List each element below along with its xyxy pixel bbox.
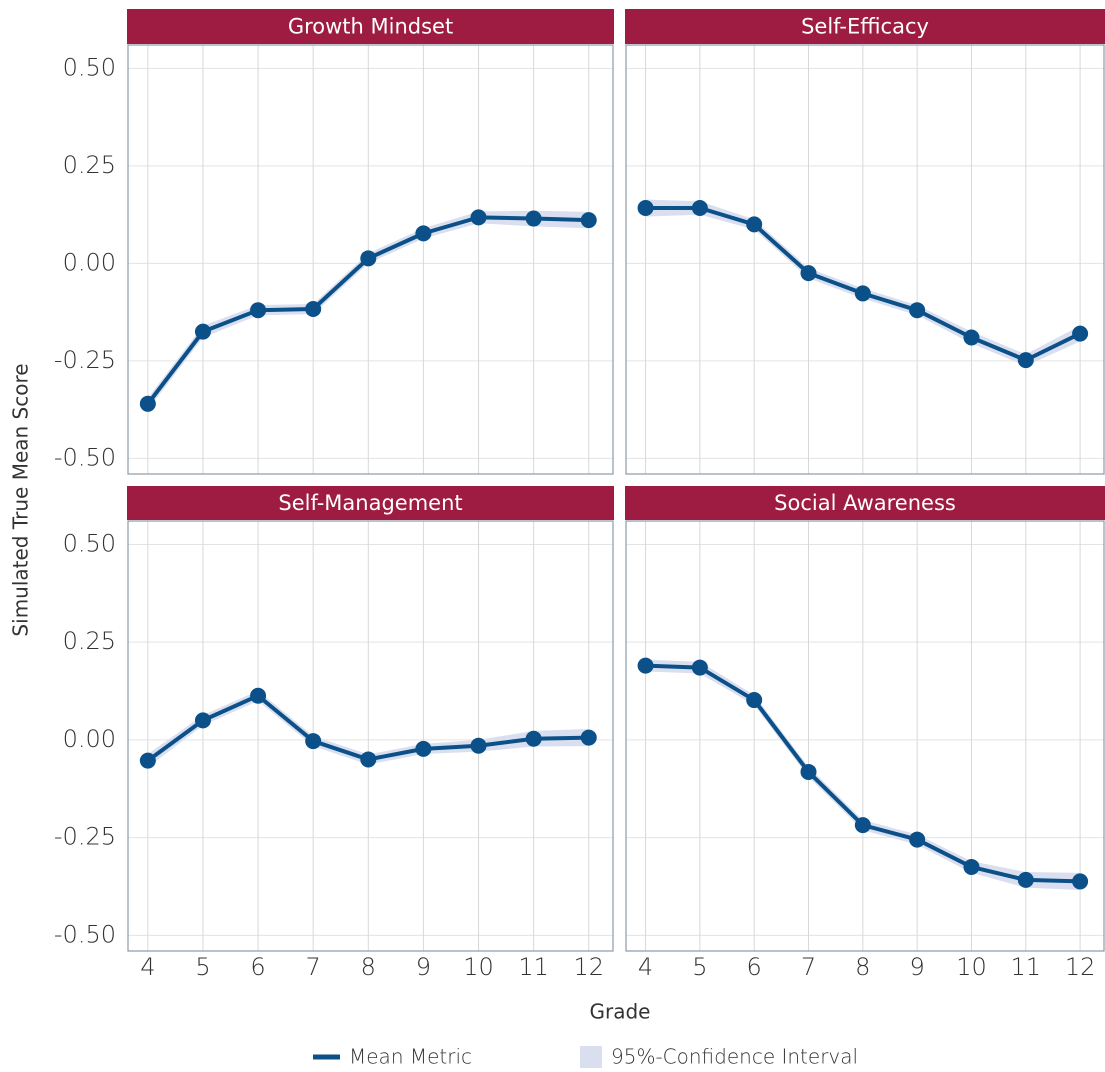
y-tick-label: 0.50 bbox=[63, 53, 116, 81]
data-point bbox=[1017, 352, 1034, 369]
data-point bbox=[800, 763, 817, 780]
data-point bbox=[746, 216, 763, 233]
y-tick-label: 0.00 bbox=[63, 248, 116, 276]
data-point bbox=[360, 751, 377, 768]
data-point bbox=[691, 659, 708, 676]
data-point bbox=[525, 730, 542, 747]
y-tick-label: -0.25 bbox=[54, 823, 116, 851]
facet-title: Social Awareness bbox=[774, 491, 956, 515]
data-point bbox=[580, 212, 597, 229]
x-tick-label: 8 bbox=[855, 953, 870, 981]
data-point bbox=[250, 687, 267, 704]
data-point bbox=[746, 692, 763, 709]
panel-border bbox=[625, 44, 1105, 475]
x-tick-label: 12 bbox=[573, 953, 604, 981]
panel-border bbox=[127, 44, 614, 475]
data-point bbox=[415, 225, 432, 242]
x-tick-label: 7 bbox=[306, 953, 321, 981]
data-point bbox=[194, 712, 211, 729]
x-tick-label: 11 bbox=[518, 953, 549, 981]
panel-background bbox=[626, 45, 1104, 474]
data-point bbox=[637, 200, 654, 217]
data-point bbox=[470, 209, 487, 226]
facet-title: Self-Management bbox=[278, 491, 462, 515]
y-tick-label: -0.25 bbox=[54, 346, 116, 374]
data-point bbox=[1017, 871, 1034, 888]
legend-label: Mean Metric bbox=[349, 1045, 472, 1069]
data-point bbox=[691, 200, 708, 217]
x-tick-label: 9 bbox=[416, 953, 431, 981]
x-axis-label: Grade bbox=[590, 1000, 651, 1024]
data-point bbox=[305, 733, 322, 750]
data-point bbox=[854, 285, 871, 302]
data-point bbox=[305, 301, 322, 318]
data-point bbox=[800, 265, 817, 282]
data-point bbox=[963, 329, 980, 346]
x-tick-label: 11 bbox=[1011, 953, 1042, 981]
x-tick-label: 4 bbox=[140, 953, 155, 981]
x-tick-label: 6 bbox=[747, 953, 762, 981]
y-tick-label: -0.50 bbox=[54, 920, 116, 948]
panel-border bbox=[127, 520, 614, 952]
facet-strip bbox=[127, 9, 614, 44]
data-point bbox=[194, 323, 211, 340]
data-point bbox=[909, 831, 926, 848]
data-point bbox=[909, 302, 926, 319]
y-tick-label: -0.50 bbox=[54, 443, 116, 471]
data-point bbox=[525, 210, 542, 227]
x-tick-label: 5 bbox=[195, 953, 210, 981]
data-point bbox=[250, 302, 267, 319]
facet-strip bbox=[625, 9, 1105, 44]
x-tick-label: 10 bbox=[463, 953, 494, 981]
panel-border bbox=[625, 520, 1105, 952]
data-point bbox=[139, 395, 156, 412]
data-point bbox=[415, 740, 432, 757]
x-tick-label: 5 bbox=[692, 953, 707, 981]
facet-strip bbox=[625, 486, 1105, 520]
data-point bbox=[637, 657, 654, 674]
x-tick-label: 12 bbox=[1065, 953, 1096, 981]
facet-strip bbox=[127, 486, 614, 520]
data-point bbox=[854, 817, 871, 834]
data-point bbox=[963, 858, 980, 875]
x-tick-label: 7 bbox=[801, 953, 816, 981]
x-tick-label: 9 bbox=[910, 953, 925, 981]
data-point bbox=[1072, 325, 1089, 342]
y-tick-label: 0.25 bbox=[63, 627, 116, 655]
y-tick-label: 0.50 bbox=[63, 529, 116, 557]
y-tick-label: 0.00 bbox=[63, 725, 116, 753]
x-tick-label: 6 bbox=[250, 953, 265, 981]
y-axis-label: Simulated True Mean Score bbox=[9, 363, 33, 636]
x-tick-label: 4 bbox=[638, 953, 653, 981]
x-tick-label: 10 bbox=[956, 953, 987, 981]
data-point bbox=[580, 729, 597, 746]
x-tick-label: 8 bbox=[361, 953, 376, 981]
facet-title: Growth Mindset bbox=[288, 15, 453, 39]
data-point bbox=[1072, 873, 1089, 890]
data-point bbox=[139, 752, 156, 769]
facet-title: Self-Efficacy bbox=[801, 15, 929, 39]
y-tick-label: 0.25 bbox=[63, 151, 116, 179]
data-point bbox=[470, 737, 487, 754]
legend-swatch bbox=[580, 1046, 602, 1068]
data-point bbox=[360, 250, 377, 267]
legend-label: 95%-Confidence Interval bbox=[611, 1045, 858, 1069]
confidence-band bbox=[645, 199, 1081, 366]
